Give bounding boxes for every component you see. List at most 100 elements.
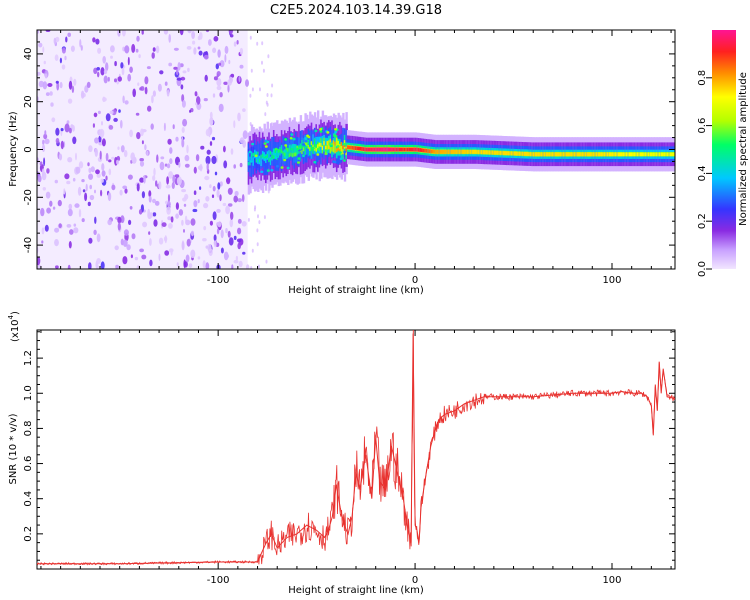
- trace-speckle: [292, 137, 296, 141]
- noise-speckle: [218, 103, 224, 113]
- trace-cell: [523, 152, 526, 156]
- noise-speckle: [148, 190, 152, 198]
- trace-speckle: [302, 143, 306, 146]
- noise-speckle: [256, 228, 259, 233]
- x-tick-label: -100: [207, 275, 230, 286]
- noise-speckle: [216, 189, 220, 198]
- trace-cell: [346, 145, 350, 150]
- trace-cell: [268, 150, 271, 159]
- noise-speckle: [219, 181, 223, 187]
- trace-cell: [250, 153, 254, 158]
- noise-speckle: [239, 47, 244, 55]
- trace-cell: [487, 150, 490, 155]
- noise-speckle: [256, 242, 259, 247]
- noise-speckle: [213, 76, 218, 81]
- noise-speckle: [271, 83, 274, 88]
- noise-speckle: [190, 249, 196, 259]
- noise-speckle: [139, 160, 145, 167]
- trace-cell: [323, 141, 326, 145]
- noise-speckle: [41, 227, 45, 235]
- noise-speckle: [181, 241, 185, 251]
- trace-cell: [602, 152, 605, 157]
- trace-cell: [531, 152, 534, 157]
- spectrogram-y-axis-label: Frequency (Hz): [8, 111, 19, 187]
- trace-cell: [457, 150, 460, 154]
- trace-cell: [276, 150, 279, 160]
- noise-speckle: [209, 141, 213, 146]
- trace-cell: [290, 152, 293, 157]
- noise-speckle: [132, 88, 136, 98]
- noise-speckle: [264, 112, 267, 117]
- spectrogram-signal-trace: [247, 110, 675, 195]
- noise-speckle: [211, 194, 215, 198]
- trace-cell: [572, 152, 575, 157]
- noise-speckle: [181, 219, 184, 226]
- trace-cell: [438, 150, 441, 154]
- trace-cell: [354, 146, 358, 150]
- trace-cell: [378, 147, 381, 152]
- noise-speckle: [107, 192, 112, 202]
- noise-speckle: [166, 89, 170, 97]
- noise-speckle: [127, 174, 133, 180]
- noise-speckle: [41, 240, 44, 244]
- noise-speckle: [70, 45, 75, 52]
- noise-speckle: [216, 208, 221, 213]
- noise-speckle: [136, 132, 141, 140]
- noise-speckle: [129, 206, 133, 210]
- noise-speckle: [67, 264, 71, 269]
- noise-speckle: [54, 54, 59, 61]
- trace-speckle: [284, 138, 288, 141]
- noise-speckle: [222, 202, 227, 207]
- noise-speckle: [101, 170, 106, 177]
- noise-speckle: [211, 136, 216, 141]
- trace-cell: [628, 152, 632, 157]
- trace-cell: [302, 147, 306, 152]
- trace-cell: [454, 150, 457, 154]
- noise-speckle: [103, 69, 108, 75]
- trace-cell: [474, 150, 477, 154]
- trace-cell: [668, 152, 671, 157]
- noise-speckle: [258, 220, 261, 225]
- noise-speckle: [266, 93, 269, 97]
- trace-cell: [321, 135, 325, 153]
- noise-speckle: [120, 119, 123, 129]
- trace-cell: [616, 152, 619, 157]
- noise-speckle: [165, 184, 171, 189]
- trace-cell: [291, 148, 295, 158]
- noise-speckle: [184, 154, 190, 162]
- noise-speckle: [55, 137, 60, 144]
- noise-speckle: [100, 178, 104, 183]
- noise-speckle: [88, 262, 92, 269]
- trace-cell: [403, 147, 407, 152]
- noise-speckle: [190, 218, 196, 226]
- noise-speckle: [212, 93, 216, 98]
- trace-cell: [384, 147, 388, 152]
- snr-line-noise: [37, 330, 675, 566]
- trace-cell: [526, 152, 529, 156]
- noise-speckle: [54, 227, 60, 233]
- trace-cell: [274, 148, 277, 158]
- noise-speckle: [197, 165, 203, 171]
- noise-speckle: [54, 239, 59, 247]
- trace-cell: [529, 152, 533, 156]
- trace-cell: [424, 148, 427, 153]
- x-tick-label: 0: [412, 275, 418, 286]
- noise-speckle: [55, 127, 60, 136]
- trace-cell: [269, 150, 273, 155]
- trace-cell: [318, 142, 321, 152]
- trace-cell: [647, 152, 651, 157]
- trace-cell: [389, 147, 392, 152]
- noise-speckle: [167, 138, 172, 145]
- noise-speckle: [50, 102, 54, 107]
- noise-speckle: [251, 87, 254, 92]
- noise-speckle: [176, 68, 179, 76]
- trace-cell: [554, 152, 558, 157]
- trace-cell: [254, 152, 257, 156]
- noise-speckle: [225, 228, 228, 234]
- trace-cell: [619, 152, 622, 157]
- noise-speckle: [229, 76, 233, 83]
- noise-speckle: [242, 108, 246, 112]
- snr-y-multiplier-close: ): [10, 311, 21, 315]
- trace-cell: [452, 150, 455, 154]
